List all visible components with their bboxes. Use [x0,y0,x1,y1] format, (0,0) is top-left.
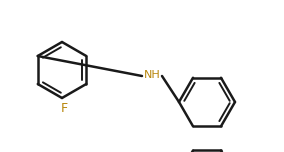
Text: NH: NH [144,70,160,80]
Text: F: F [60,102,68,116]
